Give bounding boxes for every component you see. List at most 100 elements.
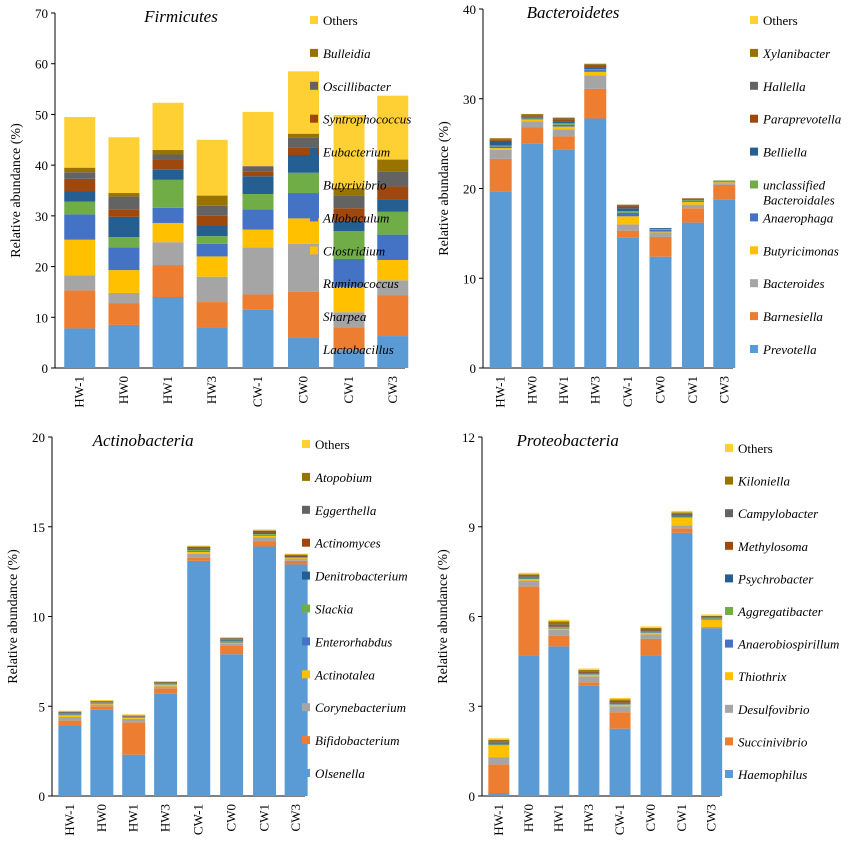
legend-swatch [750,114,758,123]
bar-segment-sharpea [377,295,409,337]
legend-label: Anaerobiospirillum [737,637,839,652]
bar-segment-butyricimonas [489,148,512,150]
chart-title: Proteobacteria [516,431,619,450]
bar-segment-psychrobacter [488,743,510,744]
legend-label: Belliella [763,145,808,160]
bar-segment-others [640,626,662,628]
bar-segment-others [187,545,211,547]
bar-segment-corynebacterium [284,559,308,561]
bar-segment-lactobacillus [108,324,140,368]
bar-segment-others [196,139,228,196]
x-tick-label: HW0 [521,804,536,832]
bar-segment-others [242,111,274,167]
bar-segment-methylosoma [548,626,570,627]
bar-segment-prevotella [584,118,607,369]
y-tick-label: 40 [463,2,476,17]
bar-segment-lactobacillus [377,336,409,368]
bar-segment-succinivibrio [488,764,510,794]
legend-swatch [725,444,733,452]
y-axis-title: Relative abundance (%) [9,123,24,258]
bar-segment-desulfovibrio [488,757,510,765]
bar-segment-succinivibrio [609,712,631,729]
bar-segment-denitrobacterium [58,713,82,714]
bar-segment-others [64,116,96,168]
bar-segment-eggerthella [187,546,211,549]
bar-segment-clostridium [377,259,409,281]
bar-segment-unclassified-bacteroidales [682,200,704,202]
bar-segment-allobaculum [64,214,96,240]
x-tick-label: CW1 [257,804,272,831]
bar-segment-haemophilus [518,655,540,796]
bar-segment-others [609,697,631,700]
bar-segment-others [90,699,114,701]
legend-label: Atopobium [314,470,372,485]
bar-segment-others [108,137,140,194]
bar-segment-olsenella [220,654,244,796]
bar-segment-thiothrix [609,704,631,707]
bar-segment-syntrophococcus [377,186,409,200]
y-tick-label: 6 [469,610,476,625]
bar-segment-eubacterium [377,199,409,212]
bar-segment-clostridium [108,270,140,293]
bar-segment-clostridium [242,229,274,248]
legend-swatch [302,440,310,448]
bar-segment-unclassified-bacteroidales [713,180,736,182]
bar-segment-allobaculum [196,243,228,257]
y-tick-label: 12 [462,430,475,445]
bar-segment-actinotalea [253,535,277,538]
bar-segment-campylobacter [609,700,631,703]
bar-segment-unclassified-bacteroidales [584,69,607,71]
bar-segment-methylosoma [671,515,693,516]
y-tick-label: 0 [470,361,477,376]
bar-segment-others [701,614,723,616]
x-tick-label: HW0 [94,804,109,832]
y-tick-label: 20 [32,430,45,445]
bar-segment-paraprevotella [682,198,704,200]
bar-segment-actinotalea [58,715,82,718]
bar-segment-oscillibacter [377,171,409,187]
legend-label: Denitrobacterium [314,569,408,584]
bar-segment-bacteroides [521,121,544,128]
legend-label: unclassified [763,178,826,193]
bar-segment-others [518,572,540,575]
chart-panel-2: 0 10 20 30 40 Relative abundance (%) Bacteroid… [437,2,842,408]
bar-segment-ruminococcus [108,292,140,304]
bar-segment-methylosoma [609,702,631,703]
bar-segment-oscillibacter [108,196,140,210]
bar-segment-clostridium [288,218,319,244]
bar-segment-others [58,710,82,712]
bar-segment-succinivibrio [671,528,693,533]
legend-swatch [750,345,758,353]
legend-label: Others [738,441,773,456]
bar-segment-others [220,637,244,639]
bar-segment-ruminococcus [377,280,409,296]
x-tick-label: CW-1 [191,804,206,835]
bar-segment-oscillibacter [196,205,228,216]
bar-segment-belliella [617,208,639,211]
bar-segment-corynebacterium [187,553,211,558]
legend-label: Others [323,13,358,28]
bar-segment-hallella [552,118,575,120]
bar-segment-clostridium [64,239,96,276]
x-tick-label: HW-1 [493,376,508,408]
legend-swatch [302,604,310,613]
bar-segment-olsenella [253,546,277,796]
bar-segment-psychrobacter [671,515,693,517]
legend-label: Oscillibacter [323,79,392,94]
legend-label: Campylobacter [738,506,819,521]
bar-segment-allobaculum [242,209,274,230]
bar-segment-allobaculum [152,207,184,223]
legend-label: Paraprevotella [762,112,842,127]
bar-segment-belliella [552,121,575,123]
legend-swatch [302,769,310,777]
bar-segment-haemophilus [609,728,631,796]
y-tick-label: 10 [32,610,45,625]
bar-segment-others [578,668,600,671]
bar-segment-bacteroides [682,204,704,209]
bar-segment-aggregatibacter [671,516,693,518]
legend-swatch [310,180,318,189]
legend-swatch [750,312,758,321]
bar-segment-psychrobacter [548,626,570,628]
bar-segment-prevotella [713,199,736,368]
bar-segment-eubacterium [288,155,319,173]
